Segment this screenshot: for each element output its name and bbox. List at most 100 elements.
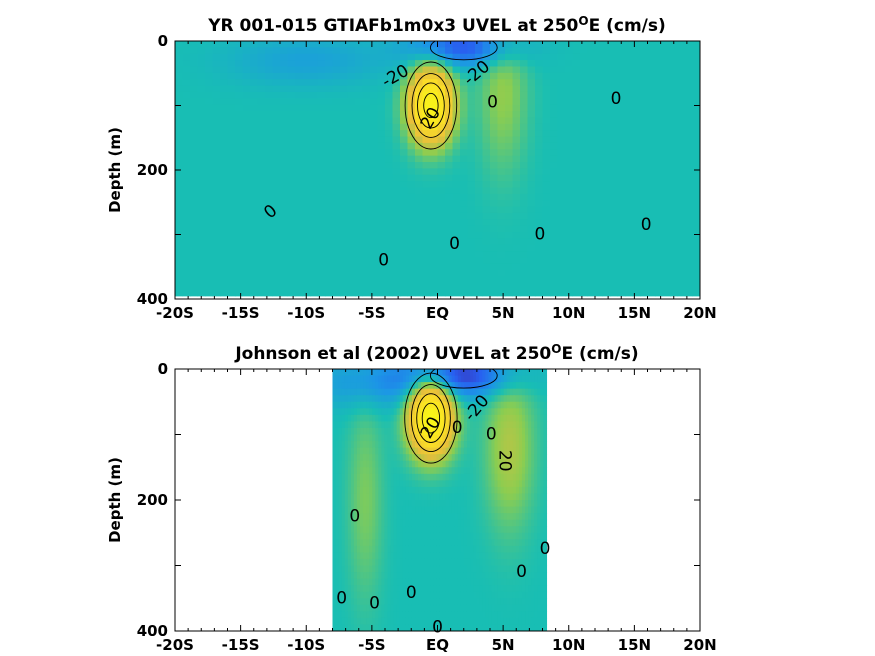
field-cell [338,624,343,631]
field-cell [610,130,619,138]
field-cell [287,187,296,195]
field-cell [415,382,419,390]
field-cell [430,53,439,61]
field-cell [360,545,364,553]
field-cell [396,480,401,488]
field-cell [402,434,407,442]
field-cell [475,181,484,189]
field-cell [400,149,409,157]
field-cell [325,130,334,138]
field-cell [421,388,425,396]
field-cell [430,162,439,169]
field-cell [421,539,425,547]
field-cell [445,558,450,567]
field-cell [197,60,206,68]
field-cell [340,244,349,252]
field-cell [338,369,343,377]
field-cell [366,414,370,422]
field-cell [587,238,596,246]
field-cell [369,421,373,429]
field-cell [415,155,424,163]
field-cell [488,500,493,508]
field-cell [418,598,422,606]
field-cell [692,263,700,271]
field-cell [520,104,529,112]
field-cell [407,257,416,265]
field-cell [542,225,551,233]
field-cell [466,401,471,409]
field-cell [415,604,419,612]
field-cell [272,117,281,125]
field-cell [535,104,544,112]
field-cell [272,72,281,80]
field-cell [332,598,337,606]
field-cell [407,270,416,278]
field-cell [460,289,469,297]
field-cell [392,85,401,93]
field-cell [587,206,596,214]
field-cell [655,200,664,208]
field-cell [430,408,434,416]
field-cell [451,526,456,534]
field-cell [341,513,346,521]
field-cell [424,545,428,553]
field-cell [467,232,476,240]
field-cell [220,104,229,112]
field-cell [338,454,343,462]
field-cell [212,168,221,176]
field-cell [625,85,634,93]
field-cell [460,480,465,488]
field-cell [356,460,361,468]
field-cell [369,500,373,508]
field-cell [353,506,358,514]
field-cell [375,454,379,462]
field-cell [445,187,454,195]
field-cell [424,421,428,429]
field-cell [466,519,471,527]
field-cell [482,591,486,599]
field-cell [479,558,483,567]
field-cell [451,539,456,547]
field-cell [387,454,392,462]
field-cell [439,558,444,567]
field-cell [325,85,334,93]
field-cell [366,585,370,593]
field-cell [460,539,465,547]
field-cell [445,136,454,144]
field-cell [445,617,450,626]
field-cell [422,149,431,157]
field-cell [457,414,462,422]
field-cell [280,212,289,220]
field-cell [190,117,199,125]
field-cell [402,480,407,488]
field-cell [436,434,441,442]
field-cell [482,142,491,150]
field-cell [220,155,229,163]
field-cell [385,162,394,169]
field-cell [353,454,358,462]
field-cell [392,238,401,246]
field-cell [572,238,581,246]
field-cell [355,136,364,144]
field-cell [182,104,191,112]
field-cell [344,395,349,403]
field-cell [355,111,364,119]
field-cell [317,47,326,55]
field-cell [485,617,489,626]
field-cell [375,578,379,586]
field-cell [512,136,521,144]
field-cell [405,421,410,429]
field-cell [175,206,184,214]
field-cell [175,142,184,150]
field-cell [390,473,395,481]
field-cell [482,617,486,626]
field-cell [433,506,438,514]
field-cell [384,526,389,534]
field-cell [227,53,236,61]
field-cell [250,206,259,214]
field-cell [430,617,434,626]
field-cell [280,53,289,61]
field-cell [685,212,694,220]
field-cell [565,162,574,169]
field-cell [520,111,529,119]
